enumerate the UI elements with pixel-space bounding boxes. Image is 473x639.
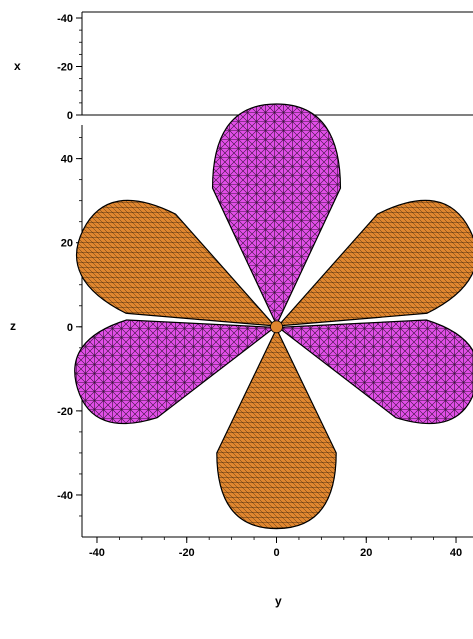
lobe-mesh	[278, 200, 473, 326]
main-panel: 40 20 0 -20 -40 -40 -20 0 20 40 z y	[10, 103, 473, 608]
y-tick-label: -40	[89, 547, 105, 559]
lobe-mesh	[74, 319, 275, 424]
z-tick-label: 40	[61, 154, 73, 166]
x-tick-label: -40	[57, 13, 73, 25]
lobe-orange	[276, 199, 473, 327]
x-tick-label: -20	[57, 62, 73, 74]
y-axis-label: y	[275, 594, 282, 608]
lobe-mesh	[212, 103, 341, 325]
lobe-mesh	[278, 319, 473, 424]
y-axis-ticks: -40 -20 0 20 40	[89, 537, 462, 559]
lobe-mesh	[76, 200, 275, 326]
x-axis-label: x	[14, 59, 21, 73]
x-axis-ticks: -40 -20 0	[57, 13, 82, 122]
lobe-orange	[216, 327, 337, 530]
z-tick-label: -40	[57, 490, 73, 502]
x-tick-label: 0	[67, 110, 73, 122]
lobe-mesh	[216, 328, 337, 529]
y-tick-label: 40	[450, 547, 462, 559]
lobe-magenta	[74, 319, 277, 425]
z-axis-ticks: 40 20 0 -20 -40	[57, 137, 82, 517]
z-axis-label: z	[10, 319, 16, 333]
x-axis-panel: -40 -20 0 x	[14, 11, 473, 122]
orbital-node	[270, 320, 283, 334]
z-tick-label: 20	[61, 238, 73, 250]
z-tick-label: -20	[57, 406, 73, 418]
z-tick-label: 0	[67, 322, 73, 334]
y-tick-label: 20	[360, 547, 372, 559]
y-tick-label: 0	[273, 547, 279, 559]
lobe-magenta	[211, 103, 342, 327]
orbital-surface	[74, 103, 473, 530]
y-tick-label: -20	[179, 547, 195, 559]
lobe-magenta	[276, 319, 473, 425]
lobe-orange	[75, 199, 277, 327]
